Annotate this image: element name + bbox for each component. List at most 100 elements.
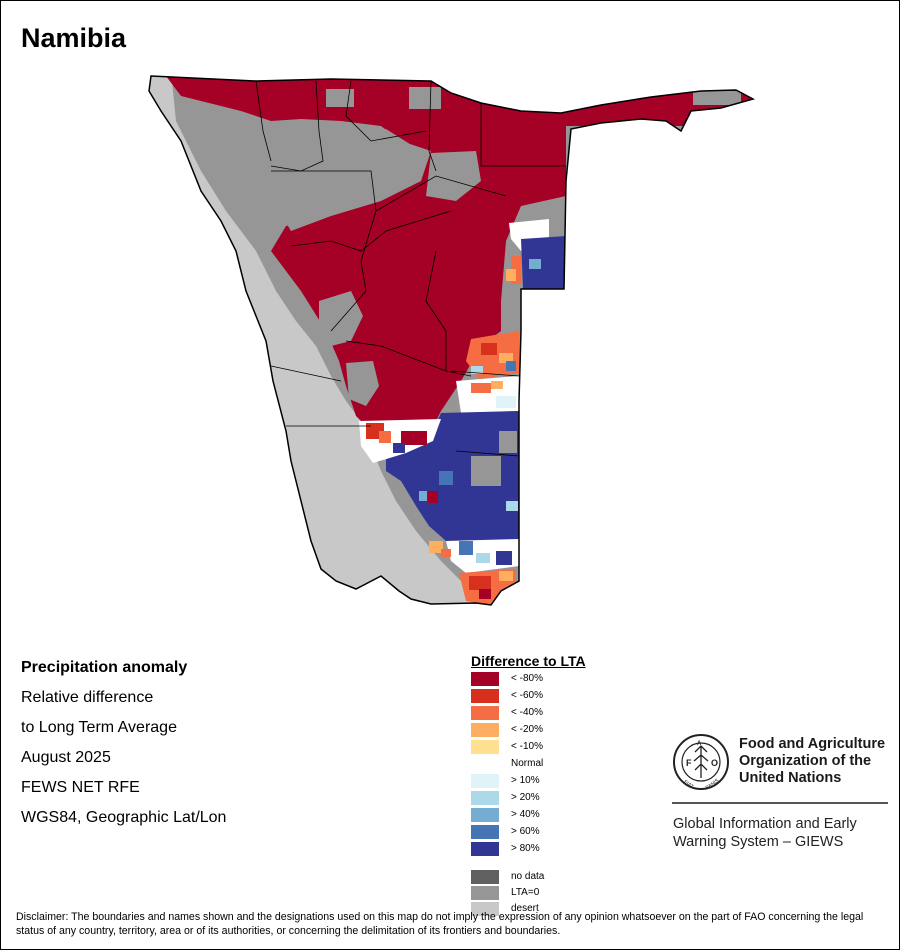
- lta-zero-patch: [186, 119, 271, 191]
- deficit-20-patch: [429, 541, 443, 553]
- deficit-20-patch: [506, 269, 516, 281]
- giews-label: Global Information and Early Warning Sys…: [673, 815, 857, 851]
- disclaimer-text: Disclaimer: The boundaries and names sho…: [16, 911, 864, 937]
- deficit-20-patch: [491, 381, 503, 389]
- legend-label: < -20%: [511, 724, 543, 735]
- legend-item: < -40%: [471, 706, 671, 720]
- legend-item: > 80%: [471, 842, 671, 856]
- legend-swatch: [471, 757, 499, 771]
- giews-line: Global Information and Early: [673, 816, 857, 832]
- region-boundaries: [255, 80, 566, 457]
- branding-divider: [672, 802, 888, 804]
- surplus-60-patch: [506, 361, 516, 371]
- legend-swatch: [471, 774, 499, 788]
- legend-swatch: [471, 689, 499, 703]
- legend-swatch: [471, 870, 499, 884]
- info-projection: WGS84, Geographic Lat/Lon: [21, 809, 227, 826]
- legend-swatch: [471, 723, 499, 737]
- legend-label: > 60%: [511, 826, 540, 837]
- svg-text:A: A: [697, 741, 702, 747]
- legend-label: > 10%: [511, 775, 540, 786]
- deficit-80-patch: [401, 431, 427, 445]
- fao-name-line: Food and Agriculture: [739, 736, 886, 752]
- surplus-20-patch: [506, 501, 518, 511]
- giews-line: Warning System – GIEWS: [673, 834, 844, 850]
- legend-item: < -20%: [471, 723, 671, 737]
- legend-item-desert: desert: [471, 902, 671, 916]
- legend-label: desert: [511, 903, 539, 914]
- fao-name-line: United Nations: [739, 770, 842, 786]
- legend-item-lta-zero: LTA=0: [471, 886, 671, 900]
- legend-swatch: [471, 740, 499, 754]
- surplus-60-patch: [459, 541, 473, 555]
- deficit-80-area: [166, 76, 753, 456]
- svg-text:FIAT: FIAT: [682, 779, 694, 790]
- fao-logo: F O A FIAT PANIS: [673, 734, 729, 791]
- legend-item: < -80%: [471, 672, 671, 686]
- lta-zero-patch: [499, 431, 517, 453]
- info-description-line1: Relative difference: [21, 689, 154, 706]
- info-description-line2: to Long Term Average: [21, 719, 177, 736]
- legend-swatch: [471, 902, 499, 916]
- legend-label: > 80%: [511, 843, 540, 854]
- deficit-40-patch: [471, 383, 491, 393]
- lta-zero-patch: [276, 129, 421, 231]
- legend-label: > 40%: [511, 809, 540, 820]
- lta-zero-patch: [409, 87, 441, 109]
- surplus-10-patch: [496, 396, 516, 408]
- fao-organization-name: Food and Agriculture Organization of the…: [739, 736, 885, 787]
- info-period: August 2025: [21, 749, 111, 766]
- country-border: [148, 75, 756, 606]
- legend-swatch: [471, 842, 499, 856]
- deficit-20-patch: [499, 353, 513, 363]
- legend-label: > 20%: [511, 792, 540, 803]
- legend-item: > 20%: [471, 791, 671, 805]
- legend-item: Normal: [471, 757, 671, 771]
- lta-zero-patch: [471, 456, 501, 486]
- map-region-fill: [149, 76, 753, 605]
- surplus-60-patch: [439, 471, 453, 485]
- deficit-80-patch: [428, 491, 438, 503]
- surplus-20-patch: [476, 553, 490, 563]
- info-product-name: Precipitation anomaly: [21, 659, 188, 676]
- lta-zero-patch: [326, 89, 354, 107]
- surplus-40-patch: [529, 259, 541, 269]
- legend-label: < -10%: [511, 741, 543, 752]
- deficit-80-patch: [479, 589, 491, 599]
- svg-text:O: O: [711, 758, 718, 768]
- deficit-20-patch: [499, 571, 513, 581]
- legend-swatch: [471, 808, 499, 822]
- legend-item-no-data: no data: [471, 870, 671, 884]
- lta-zero-patch: [693, 91, 741, 105]
- svg-text:F: F: [686, 758, 692, 768]
- legend-item: > 10%: [471, 774, 671, 788]
- legend-item: < -10%: [471, 740, 671, 754]
- legend-swatch: [471, 886, 499, 900]
- surplus-80-patch: [393, 443, 405, 453]
- surplus-80-patch: [496, 551, 512, 565]
- lta-zero-patch: [346, 361, 379, 406]
- info-source: FEWS NET RFE: [21, 779, 140, 796]
- legend-swatch: [471, 672, 499, 686]
- legend-item: > 60%: [471, 825, 671, 839]
- lta-zero-patch: [319, 291, 363, 346]
- legend-label: < -40%: [511, 707, 543, 718]
- deficit-40-patch: [441, 549, 451, 557]
- legend-item: < -60%: [471, 689, 671, 703]
- legend-swatch: [471, 706, 499, 720]
- legend-label: Normal: [511, 758, 544, 769]
- deficit-60-patch: [481, 343, 497, 355]
- legend-label: < -60%: [511, 690, 543, 701]
- deficit-40-patch: [379, 431, 391, 443]
- legend-title: Difference to LTA: [471, 653, 586, 669]
- deficit-60-patch: [469, 576, 491, 590]
- legend-item: > 40%: [471, 808, 671, 822]
- lta-zero-patch: [426, 151, 481, 201]
- legend-label: < -80%: [511, 673, 543, 684]
- surplus-80-area: [521, 236, 566, 289]
- surplus-20-patch: [471, 366, 483, 374]
- surplus-40-patch: [419, 491, 427, 501]
- legend-swatch: [471, 825, 499, 839]
